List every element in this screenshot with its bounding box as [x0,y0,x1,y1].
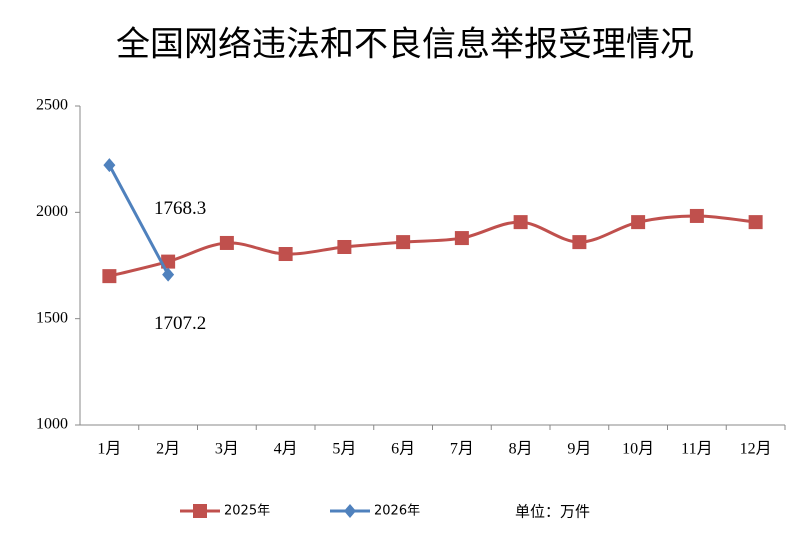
marker [193,504,207,518]
y-tick-label: 2500 [36,97,68,114]
marker [513,215,528,230]
legend-label: 2026年 [374,504,420,519]
x-tick-label: 4月 [274,441,298,458]
x-tick-label: 5月 [332,441,356,458]
y-tick-label: 1500 [36,309,68,326]
x-tick-label: 8月 [509,441,533,458]
marker [337,239,352,254]
x-tick-label: 2月 [156,441,180,458]
x-tick-label: 12月 [740,441,772,458]
series-line [108,164,170,276]
legend-label: 2025年 [224,504,270,519]
marker [572,235,587,250]
marker [631,215,646,230]
data-label: 1707.2 [154,313,206,334]
marker [748,215,763,230]
x-tick-label: 3月 [215,441,239,458]
x-tick-label: 7月 [450,441,474,458]
marker [102,269,117,284]
y-tick-label: 2000 [36,203,68,220]
marker [219,235,234,250]
marker [278,247,293,262]
x-tick-label: 11月 [681,441,712,458]
x-tick-label: 10月 [622,441,654,458]
marker [396,235,411,250]
marker [162,267,175,282]
data-label: 1768.3 [154,198,206,219]
chart-title: 全国网络违法和不良信息举报受理情况 [116,25,694,65]
unit-note: 单位：万件 [515,503,590,521]
marker [689,208,704,223]
x-tick-label: 6月 [391,441,415,458]
x-tick-label: 1月 [97,441,121,458]
x-tick-label: 9月 [567,441,591,458]
series-line [109,214,756,278]
marker [103,158,116,173]
marker [454,231,469,246]
y-tick-label: 1000 [36,416,68,433]
marker [344,504,356,518]
